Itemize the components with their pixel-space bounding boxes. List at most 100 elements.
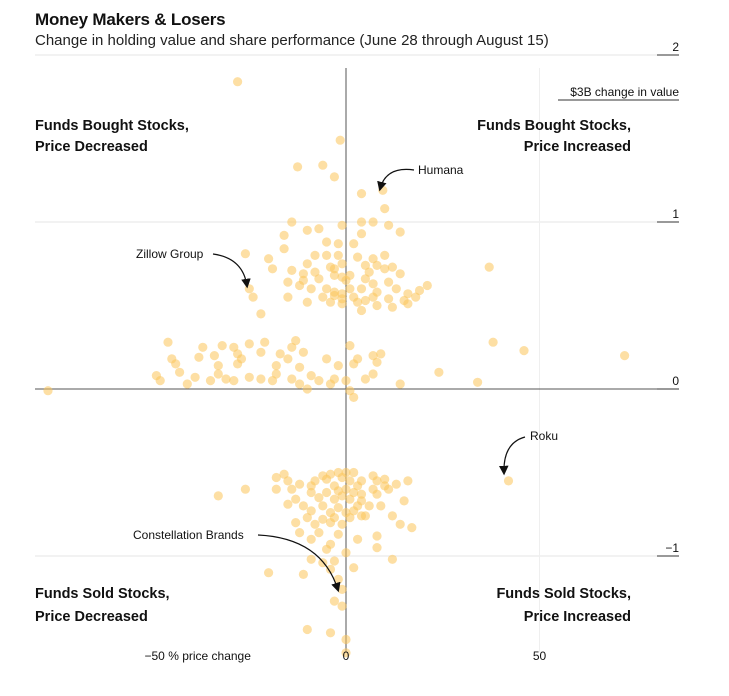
- data-point: [264, 254, 274, 264]
- data-point: [384, 484, 394, 494]
- data-point: [356, 229, 367, 239]
- data-point: [341, 634, 351, 645]
- chart-subtitle: Change in holding value and share perfor…: [35, 32, 549, 49]
- data-point: [325, 297, 336, 307]
- data-point: [306, 534, 316, 544]
- data-point: [372, 300, 382, 311]
- data-point: [337, 491, 347, 501]
- data-point: [302, 513, 312, 523]
- data-point: [349, 506, 359, 516]
- data-point: [298, 569, 308, 580]
- annotation-humana-label: Humana: [418, 163, 464, 177]
- data-point: [403, 476, 413, 486]
- data-point: [244, 284, 254, 294]
- data-point: [271, 484, 281, 494]
- data-point: [236, 354, 247, 364]
- data-point: [213, 361, 223, 371]
- y-tick-labels: 210−1−2: [657, 40, 679, 557]
- data-point: [229, 376, 239, 386]
- data-point: [368, 369, 378, 379]
- data-point: [283, 354, 293, 364]
- data-point: [171, 359, 181, 369]
- data-point: [318, 292, 328, 302]
- data-point: [302, 624, 312, 635]
- data-point: [283, 476, 293, 486]
- data-point: [306, 487, 316, 498]
- y-tick-label: 2: [672, 40, 679, 54]
- data-point: [198, 342, 208, 352]
- data-point: [293, 162, 303, 172]
- data-point: [302, 297, 312, 307]
- data-point: [407, 523, 417, 533]
- data-point: [387, 302, 397, 312]
- data-point: [325, 518, 336, 528]
- data-point: [291, 518, 301, 528]
- data-point: [302, 225, 312, 235]
- data-point: [349, 563, 359, 573]
- data-point: [403, 289, 413, 299]
- data-point: [473, 377, 483, 387]
- data-point: [283, 499, 293, 509]
- data-point: [306, 481, 316, 491]
- data-point: [298, 347, 308, 357]
- data-point: [325, 564, 336, 575]
- data-point: [488, 337, 498, 347]
- data-point: [318, 501, 328, 511]
- data-point: [244, 339, 254, 349]
- data-point: [356, 284, 367, 294]
- data-point: [368, 292, 378, 302]
- data-point: [349, 487, 359, 498]
- data-point: [209, 351, 219, 361]
- data-point: [353, 297, 363, 307]
- data-point: [380, 250, 390, 260]
- data-point: [341, 648, 351, 658]
- data-point: [318, 514, 328, 524]
- data-point: [306, 284, 316, 294]
- quadrant-bottom-left-line1: Funds Sold Stocks,: [35, 586, 170, 602]
- data-point: [337, 584, 347, 595]
- data-point: [345, 341, 355, 351]
- data-point: [302, 259, 312, 269]
- data-point: [240, 249, 250, 259]
- data-point: [329, 494, 339, 504]
- data-point: [333, 239, 343, 249]
- data-point: [399, 496, 409, 506]
- data-point: [279, 244, 289, 254]
- data-point: [298, 269, 308, 279]
- data-point: [349, 359, 359, 369]
- y-tick-label: −1: [665, 541, 679, 555]
- data-point: [372, 489, 382, 499]
- data-point: [333, 529, 343, 539]
- data-point: [306, 506, 316, 516]
- data-point: [372, 260, 382, 270]
- data-point: [356, 305, 367, 316]
- data-point: [376, 501, 386, 511]
- data-point: [337, 519, 347, 529]
- data-point: [376, 349, 386, 359]
- data-point: [345, 513, 355, 523]
- annotation-constellation-brands-label: Constellation Brands: [133, 528, 244, 542]
- data-point: [333, 361, 343, 371]
- data-point: [194, 352, 204, 362]
- data-point: [329, 264, 339, 274]
- data-point: [380, 204, 390, 214]
- data-point: [337, 601, 347, 611]
- data-point: [256, 309, 266, 319]
- data-point: [380, 264, 390, 274]
- x-tick-label: 0: [343, 649, 350, 663]
- data-point: [295, 379, 305, 389]
- annotation-roku: Roku: [498, 429, 558, 476]
- data-point: [337, 220, 347, 230]
- data-point: [337, 259, 347, 269]
- data-point: [349, 392, 359, 402]
- data-point: [287, 217, 297, 227]
- data-point: [380, 474, 390, 484]
- data-point: [484, 262, 494, 272]
- data-point: [322, 354, 332, 364]
- data-point: [295, 362, 305, 372]
- data-point: [322, 474, 332, 484]
- annotation-humana: Humana: [377, 163, 464, 192]
- data-point: [341, 275, 351, 285]
- data-point: [333, 503, 343, 513]
- data-point: [287, 342, 297, 352]
